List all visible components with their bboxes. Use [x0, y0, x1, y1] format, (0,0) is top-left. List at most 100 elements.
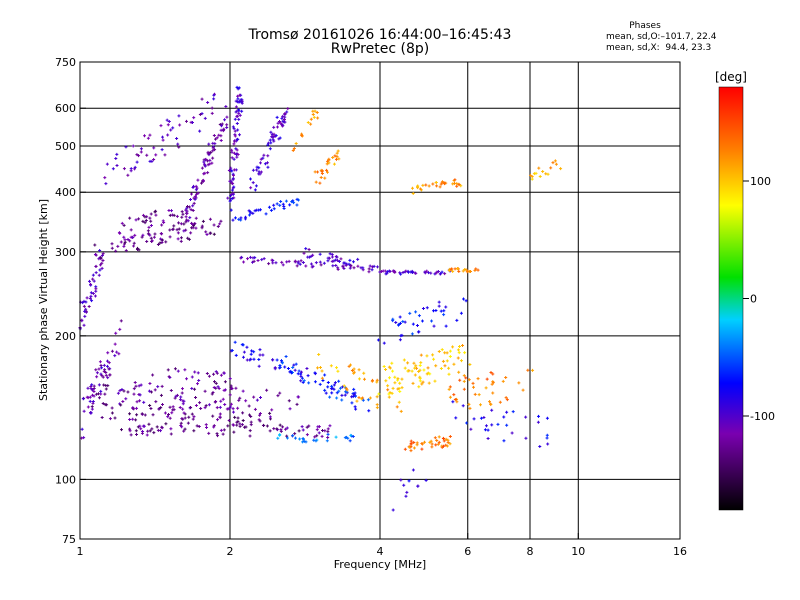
data-point [293, 259, 297, 263]
data-point [377, 392, 381, 396]
data-point [209, 150, 213, 154]
data-point [530, 175, 534, 179]
data-point [318, 252, 322, 256]
data-point [145, 153, 149, 157]
data-point [143, 134, 147, 138]
data-point [90, 383, 94, 387]
data-point [311, 264, 315, 268]
data-point [236, 97, 240, 101]
data-point [284, 354, 288, 358]
data-point [257, 364, 261, 368]
data-point [134, 429, 138, 433]
data-point [225, 115, 229, 119]
data-point [249, 420, 253, 424]
data-point [120, 221, 124, 225]
data-point [545, 436, 549, 440]
data-point [435, 184, 439, 188]
data-point [319, 175, 323, 179]
data-point [418, 379, 422, 383]
data-point [200, 166, 204, 170]
data-point [174, 394, 178, 398]
data-point [208, 162, 212, 166]
data-point [203, 406, 207, 410]
data-point [168, 235, 172, 239]
data-point [279, 428, 283, 432]
data-point [204, 423, 208, 427]
data-point [193, 370, 197, 374]
data-point [348, 439, 352, 443]
data-point [336, 369, 340, 373]
data-point [239, 216, 243, 220]
x-axis-label: Frequency [MHz] [334, 558, 426, 571]
data-point [268, 429, 272, 433]
data-point [146, 136, 150, 140]
data-point [302, 439, 306, 443]
data-point [203, 116, 207, 120]
data-point [232, 185, 236, 189]
data-point [108, 373, 112, 377]
data-point [172, 224, 176, 228]
data-point [204, 230, 208, 234]
data-point [213, 148, 217, 152]
data-point [232, 430, 236, 434]
data-point [304, 247, 308, 251]
data-point [232, 423, 236, 427]
data-point [119, 319, 123, 323]
data-point [231, 191, 235, 195]
data-point [180, 210, 184, 214]
data-point [133, 233, 137, 237]
data-point [190, 120, 194, 124]
data-point [241, 411, 245, 415]
data-point [312, 115, 316, 119]
data-point [224, 105, 228, 109]
data-point [259, 395, 263, 399]
data-point [135, 413, 139, 417]
data-point [219, 139, 223, 143]
data-point [536, 420, 540, 424]
data-point [283, 365, 287, 369]
data-point [318, 181, 322, 185]
data-point [309, 122, 313, 126]
data-point [169, 128, 173, 132]
data-point [236, 406, 240, 410]
data-point [201, 219, 205, 223]
data-point [191, 204, 195, 208]
data-point [437, 304, 441, 308]
data-point [264, 212, 268, 216]
data-point [333, 154, 337, 158]
data-point [341, 385, 345, 389]
data-point [356, 264, 360, 268]
data-point [454, 416, 458, 420]
data-point [448, 355, 452, 359]
data-point [352, 393, 356, 397]
data-point [229, 208, 233, 212]
data-point [113, 354, 117, 358]
data-point [530, 177, 534, 181]
data-point [320, 376, 324, 380]
data-point [89, 291, 93, 295]
data-point [237, 117, 241, 121]
data-point [94, 287, 98, 291]
data-point [444, 443, 448, 447]
data-point [122, 244, 126, 248]
data-point [296, 260, 300, 264]
data-point [160, 232, 164, 236]
data-point [237, 86, 241, 90]
data-point [462, 374, 466, 378]
data-point [95, 392, 99, 396]
data-point [505, 423, 509, 427]
data-point [242, 260, 246, 264]
data-point [180, 387, 184, 391]
data-point [283, 115, 287, 119]
data-point [184, 119, 188, 123]
data-point [309, 117, 313, 121]
data-point [327, 256, 331, 260]
data-point [414, 364, 418, 368]
data-point [147, 225, 151, 229]
data-point [288, 407, 292, 411]
data-point [427, 381, 431, 385]
data-point [162, 220, 166, 224]
data-point [337, 379, 341, 383]
plot-title: Tromsø 20161026 16:44:00–16:45:43 [248, 27, 512, 43]
data-point [387, 395, 391, 399]
